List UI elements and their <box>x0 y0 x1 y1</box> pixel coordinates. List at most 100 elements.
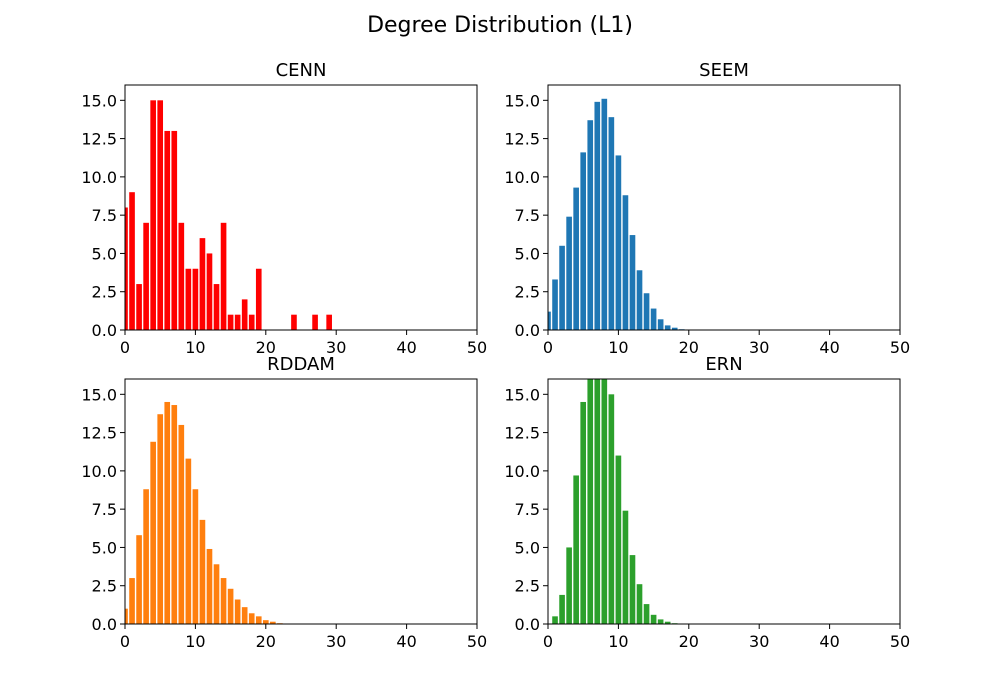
bar <box>220 222 227 330</box>
y-tick-label: 0.0 <box>92 615 117 634</box>
y-tick-label: 12.5 <box>504 424 540 443</box>
bar <box>657 619 664 624</box>
bar <box>594 379 601 624</box>
bar <box>608 117 615 330</box>
subplot-title: ERN <box>705 354 742 375</box>
y-tick-label: 15.0 <box>504 91 540 110</box>
y-tick-label: 12.5 <box>81 130 117 149</box>
bar <box>573 475 579 624</box>
bar <box>164 401 171 624</box>
bar <box>136 535 142 624</box>
bar <box>157 414 164 624</box>
y-tick-label: 5.0 <box>92 538 117 557</box>
plot-frame <box>547 378 901 625</box>
y-tick-label: 0.0 <box>92 321 117 340</box>
subplot-ern: ERN 0 10 20 30 40 50 0.0 2.5 5.0 7.5 10.0 12.5 15.0 <box>504 354 910 651</box>
x-tick-label: 40 <box>819 338 839 357</box>
bar <box>559 245 565 330</box>
x-tick-label: 0 <box>543 338 553 357</box>
y-tick-label: 5.0 <box>515 538 540 557</box>
bar <box>636 584 643 624</box>
y-tick-label: 2.5 <box>92 577 117 596</box>
bar <box>312 314 318 330</box>
bar <box>622 195 629 330</box>
y-tick-label: 10.0 <box>504 168 540 187</box>
subplot-title: SEEM <box>699 60 749 81</box>
y-tick-label: 10.0 <box>81 168 117 187</box>
bar-series <box>125 401 283 624</box>
bar <box>199 238 206 330</box>
bar <box>227 588 234 624</box>
bar <box>199 519 206 624</box>
bar-series <box>548 98 685 330</box>
bar <box>157 100 164 330</box>
y-tick-label: 0.0 <box>515 321 540 340</box>
y-tick-label: 0.0 <box>515 615 540 634</box>
bar <box>636 270 643 330</box>
bar <box>615 455 622 624</box>
bar <box>129 192 135 330</box>
plot-frame <box>124 378 478 625</box>
bar <box>552 616 558 624</box>
y-tick-label: 7.5 <box>515 500 540 519</box>
bar <box>594 101 601 330</box>
x-tick-label: 50 <box>467 338 487 357</box>
bar <box>650 308 657 330</box>
plot-frame <box>547 84 901 331</box>
bar <box>171 405 178 624</box>
bar <box>136 284 142 330</box>
bar <box>608 394 615 624</box>
plot-frame <box>124 84 478 331</box>
x-tick-label: 0 <box>120 632 130 651</box>
bar <box>580 152 587 330</box>
bar <box>657 319 664 330</box>
bar <box>171 130 178 330</box>
bar <box>270 621 276 624</box>
y-tick-label: 5.0 <box>515 244 540 263</box>
bar <box>192 268 199 330</box>
bar <box>255 268 262 330</box>
bar <box>643 604 650 624</box>
bar <box>178 222 185 330</box>
bar <box>241 299 248 330</box>
bar <box>150 100 156 330</box>
bar <box>206 253 213 330</box>
bar <box>129 578 135 624</box>
bar <box>206 548 213 624</box>
x-tick-label: 20 <box>256 632 276 651</box>
bar <box>164 130 171 330</box>
bar <box>143 222 149 330</box>
subplot-rddam: RDDAM 0 10 20 30 40 50 0.0 2.5 5.0 7.5 10.0 12.5 15.0 <box>81 354 487 651</box>
bar <box>587 379 594 624</box>
bar <box>326 314 332 330</box>
subplot-cenn: CENN 0 10 20 30 40 50 0.0 2.5 5.0 7.5 10.0 12.5 15.0 <box>81 60 487 357</box>
x-tick-label: 10 <box>608 632 628 651</box>
bar <box>629 235 636 330</box>
bar <box>622 510 629 624</box>
y-tick-label: 12.5 <box>81 424 117 443</box>
bar <box>213 564 220 624</box>
x-tick-label: 30 <box>326 338 346 357</box>
y-tick-label: 5.0 <box>92 244 117 263</box>
bar <box>566 547 572 624</box>
bar <box>559 594 565 624</box>
y-tick-label: 15.0 <box>81 385 117 404</box>
y-tick-label: 10.0 <box>81 462 117 481</box>
y-tick-label: 10.0 <box>504 462 540 481</box>
x-tick-label: 40 <box>396 338 416 357</box>
x-tick-label: 10 <box>185 338 205 357</box>
x-tick-label: 50 <box>467 632 487 651</box>
bar <box>548 311 551 330</box>
bar <box>234 314 241 330</box>
bar <box>178 424 185 624</box>
y-tick-label: 7.5 <box>92 206 117 225</box>
y-tick-label: 2.5 <box>515 577 540 596</box>
bar <box>566 216 572 330</box>
bar <box>192 489 199 624</box>
bar <box>580 401 587 624</box>
x-tick-label: 20 <box>256 338 276 357</box>
bar-series <box>125 100 332 330</box>
y-tick-label: 15.0 <box>504 385 540 404</box>
